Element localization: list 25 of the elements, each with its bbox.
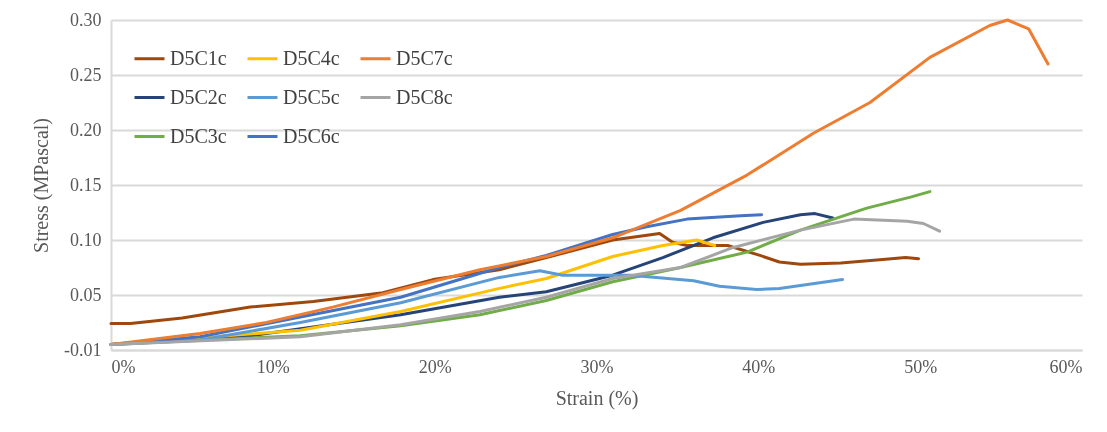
legend-label: D5C4c [283, 46, 340, 69]
x-tick-label: 30% [580, 356, 614, 377]
y-tick-label: 0.25 [70, 64, 102, 85]
y-tick-label: -0.01 [64, 339, 102, 360]
legend-label: D5C8c [396, 85, 453, 108]
legend-label: D5C7c [396, 46, 453, 69]
y-tick-label: 0.15 [70, 174, 102, 195]
legend-label: D5C1c [170, 46, 227, 69]
legend-label: D5C3c [170, 124, 227, 147]
x-tick-label: 20% [418, 356, 452, 377]
legend-label: D5C2c [170, 85, 227, 108]
x-tick-label: 0% [111, 356, 136, 377]
x-tick-label: 60% [1049, 356, 1083, 377]
x-axis-title: Strain (%) [555, 386, 639, 410]
line-series [109, 217, 942, 346]
x-tick-label: 50% [904, 356, 938, 377]
y-axis-title: Stress (MPascal) [30, 118, 54, 253]
y-tick-label: 0.10 [70, 229, 102, 250]
legend-label: D5C5c [283, 85, 340, 108]
legend-label: D5C6c [283, 124, 340, 147]
y-tick-label: 0.05 [70, 284, 102, 305]
x-tick-label: 10% [256, 356, 290, 377]
y-tick-label: 0.30 [70, 9, 102, 30]
y-tick-label: 0.20 [70, 119, 102, 140]
x-tick-label: 40% [742, 356, 776, 377]
